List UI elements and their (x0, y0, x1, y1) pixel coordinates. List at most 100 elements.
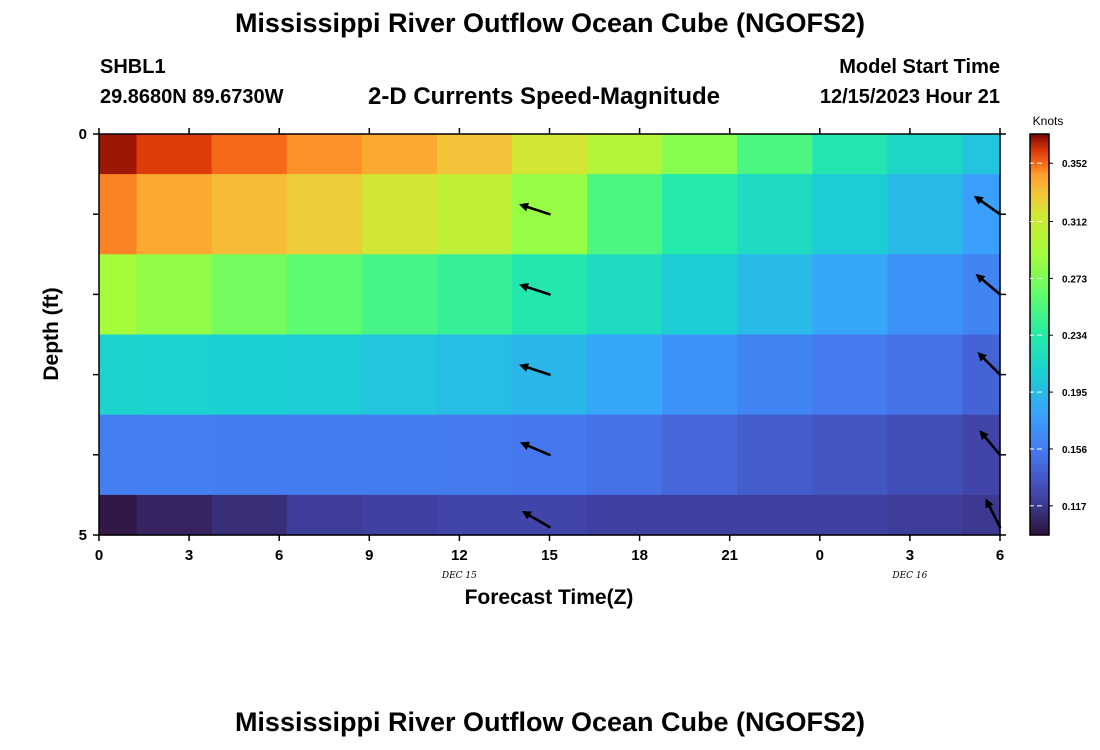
heatmap-cell (737, 174, 813, 255)
heatmap-cell (587, 134, 663, 175)
heatmap-cell (436, 174, 513, 255)
heatmap-cell (211, 254, 288, 336)
x-tick-label: 6 (275, 547, 283, 564)
heatmap-cell (662, 254, 738, 336)
current-vector (520, 441, 551, 457)
colorbar: Knots 0.117 0.156 0.195 0.234 0.273 0.312 0.35… (1029, 114, 1087, 536)
current-vector (975, 273, 1002, 296)
heatmap-cell (662, 494, 738, 536)
x-tick-label: 12 (451, 547, 468, 564)
heatmap-cell (587, 414, 663, 496)
heatmap-cell (361, 254, 438, 336)
colorbar-tick-label: 0.273 (1062, 274, 1087, 285)
heatmap-cell (136, 334, 213, 416)
heatmap-cell (211, 334, 288, 416)
heatmap-cell (737, 334, 813, 416)
heatmap-cell (662, 174, 738, 255)
heatmap-cell (436, 334, 513, 416)
heatmap-cell (962, 174, 1001, 255)
x-tick-label: 18 (631, 547, 648, 564)
colorbar-gradient (1029, 133, 1050, 536)
heatmap-cell (887, 134, 964, 175)
heatmap-cell (286, 134, 363, 175)
heatmap-cell (211, 494, 288, 536)
current-vector (985, 498, 1002, 529)
heatmap-cells (99, 134, 1001, 536)
x-axis-label: Forecast Time(Z) (465, 586, 634, 609)
heatmap-cell (887, 334, 964, 416)
heatmap-cell (737, 254, 813, 336)
heatmap-cell (587, 494, 663, 536)
heatmap-cell (99, 494, 138, 536)
colorbar-tick-label: 0.156 (1062, 445, 1087, 456)
x-tick-label: 3 (185, 547, 193, 564)
station-id: SHBL1 (100, 56, 166, 78)
heatmap-cell (436, 494, 513, 536)
heatmap-cell (211, 174, 288, 255)
current-vector (979, 430, 1002, 457)
heatmap-cell (361, 174, 438, 255)
model-start-label: Model Start Time (839, 56, 1000, 78)
current-vector (519, 363, 551, 376)
colorbar-tick-label: 0.234 (1062, 331, 1087, 342)
heatmap-cell (887, 414, 964, 496)
heatmap-cell (436, 414, 513, 496)
y-axis-ticks: 05 (79, 126, 1006, 544)
colorbar-tick-label: 0.312 (1062, 217, 1087, 228)
heatmap-cell (662, 134, 738, 175)
heatmap-cell (887, 254, 964, 336)
heatmap-cell (136, 174, 213, 255)
heatmap-cell (812, 254, 888, 336)
colorbar-tick-label: 0.195 (1062, 388, 1087, 399)
heatmap-cell (812, 334, 888, 416)
heatmap-cell (211, 134, 288, 175)
heatmap-cell (812, 134, 888, 175)
current-vector (521, 511, 551, 529)
heatmap-cell (99, 334, 138, 416)
station-coordinates: 29.8680N 89.6730W (100, 86, 284, 108)
x-tick-label: 21 (721, 547, 738, 564)
colorbar-tick-label: 0.117 (1062, 502, 1087, 513)
heatmap-cell (99, 254, 138, 336)
heatmap-cell (587, 174, 663, 255)
heatmap-cell (436, 134, 513, 175)
heatmap-cell (812, 414, 888, 496)
heatmap-cell (587, 334, 663, 416)
y-tick-label: 5 (79, 527, 87, 544)
x-tick-label: 9 (365, 547, 373, 564)
x-tick-label: 3 (906, 547, 914, 564)
heatmap-cell (286, 334, 363, 416)
x-axis-ticks: 0 3 6 9 12 15 18 21 0 3 6 (95, 128, 1004, 564)
current-vector (973, 195, 1002, 216)
heatmap-cell (136, 414, 213, 496)
heatmap-cell (662, 414, 738, 496)
colorbar-ticks: 0.117 0.156 0.195 0.234 0.273 0.312 0.352 (1030, 159, 1087, 513)
y-axis-label: Depth (ft) (40, 287, 63, 380)
date-label: DEC 16 (891, 571, 927, 581)
x-tick-label: 0 (816, 547, 824, 564)
colorbar-tick-label: 0.352 (1062, 159, 1087, 170)
heatmap-cell (361, 414, 438, 496)
heatmap-cell (737, 414, 813, 496)
heatmap-cell (737, 134, 813, 175)
heatmap-cell (737, 494, 813, 536)
heatmap-cell (136, 494, 213, 536)
heatmap-cell (361, 134, 438, 175)
heatmap-cell (511, 494, 588, 536)
heatmap-cell (962, 134, 1001, 175)
current-vector (519, 283, 551, 296)
heatmap-cell (286, 414, 363, 496)
y-tick-label: 0 (79, 126, 87, 143)
heatmap-cell (136, 134, 213, 175)
heatmap-cell (99, 174, 138, 255)
current-vector (519, 202, 551, 216)
date-label: DEC 15 (441, 571, 477, 581)
chart-title: Mississippi River Outflow Ocean Cube (NG… (234, 8, 866, 38)
model-start-value: 12/15/2023 Hour 21 (819, 86, 1000, 108)
heatmap-cell (136, 254, 213, 336)
heatmap-cell (887, 494, 964, 536)
heatmap-cell (99, 414, 138, 496)
heatmap-cell (511, 134, 588, 175)
x-tick-label: 15 (541, 547, 558, 564)
